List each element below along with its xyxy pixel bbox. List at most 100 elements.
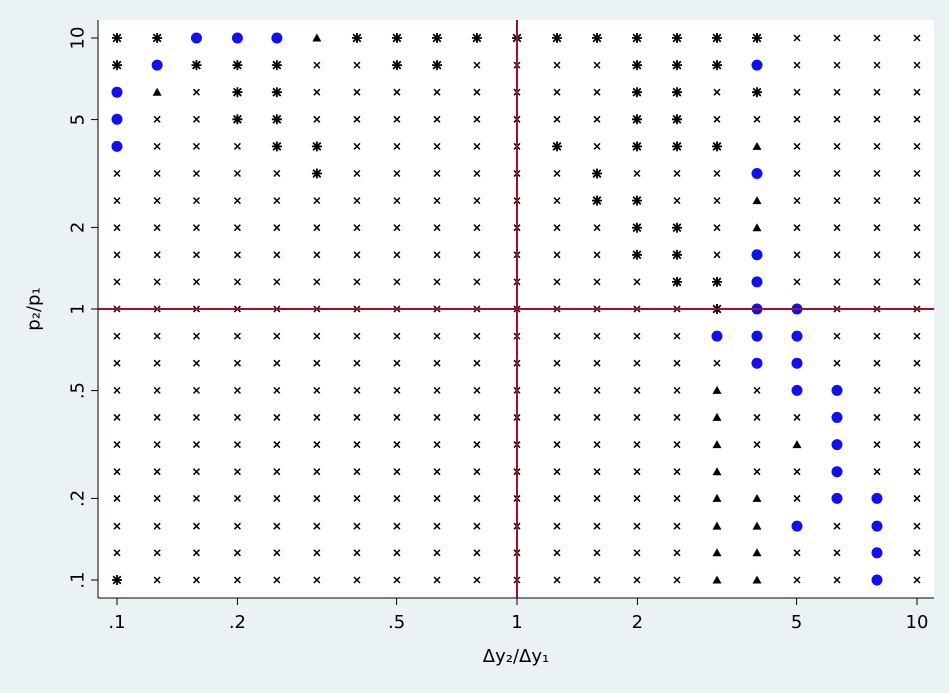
- data-point-x: [553, 224, 561, 232]
- data-point-x: [873, 197, 881, 205]
- data-point-x: [393, 494, 401, 502]
- data-point-x: [192, 413, 200, 421]
- data-point-x: [433, 413, 441, 421]
- data-point-x: [593, 278, 601, 286]
- data-point-x: [153, 332, 161, 340]
- data-point-x: [233, 549, 241, 557]
- data-point-x: [192, 549, 200, 557]
- x-axis-title: Δy₂/Δy₁: [483, 646, 549, 667]
- data-point-x: [553, 197, 561, 205]
- data-point-x: [593, 441, 601, 449]
- data-point-plus: [592, 33, 603, 43]
- data-point-x: [833, 115, 841, 123]
- data-point-x: [233, 251, 241, 259]
- y-tick-label: 1: [68, 303, 89, 314]
- data-point-circle: [751, 168, 763, 180]
- data-point-x: [113, 468, 121, 476]
- data-point-x: [393, 88, 401, 96]
- data-point-x: [473, 441, 481, 449]
- data-point-x: [593, 359, 601, 367]
- data-point-x: [192, 251, 200, 259]
- data-point-triangle: [712, 493, 722, 502]
- data-point-x: [793, 34, 801, 42]
- data-point-x: [913, 549, 921, 557]
- data-point-x: [153, 576, 161, 584]
- data-point-x: [233, 468, 241, 476]
- data-point-x: [192, 224, 200, 232]
- data-point-x: [833, 169, 841, 178]
- x-tick-label: .1: [108, 612, 125, 633]
- data-point-x: [593, 494, 601, 502]
- data-point-x: [673, 576, 681, 584]
- data-point-x: [353, 61, 361, 69]
- data-point-x: [833, 576, 841, 584]
- data-point-x: [353, 88, 361, 96]
- data-point-x: [192, 359, 200, 367]
- axes: .1 .2 .5 1 2 5 10 .1 .2 .5 1 2 5 10: [68, 20, 934, 633]
- data-point-x: [233, 494, 241, 502]
- data-point-x: [833, 224, 841, 232]
- data-point-x: [553, 386, 561, 394]
- data-point-x: [313, 278, 321, 286]
- data-point-circle: [791, 357, 803, 369]
- data-point-plus: [631, 222, 642, 233]
- data-point-x: [153, 522, 161, 530]
- data-point-circle: [871, 520, 883, 532]
- data-point-x: [793, 88, 801, 96]
- data-point-x: [313, 88, 321, 96]
- data-point-x: [153, 468, 161, 476]
- data-point-x: [673, 359, 681, 367]
- data-point-circle: [151, 59, 163, 71]
- data-point-x: [273, 224, 281, 232]
- data-point-x: [793, 142, 801, 150]
- data-point-x: [873, 169, 881, 178]
- data-point-x: [633, 522, 641, 530]
- data-point-x: [433, 115, 441, 123]
- data-point-x: [273, 549, 281, 557]
- data-point-x: [273, 278, 281, 286]
- data-point-plus: [391, 60, 402, 71]
- data-point-triangle: [752, 521, 762, 530]
- data-point-x: [833, 549, 841, 557]
- data-point-circle: [751, 249, 763, 261]
- data-point-x: [353, 441, 361, 449]
- data-point-plus: [631, 249, 642, 260]
- data-point-triangle: [712, 412, 722, 421]
- data-point-x: [913, 142, 921, 150]
- y-tick-label: .1: [68, 571, 89, 588]
- data-point-x: [753, 441, 761, 449]
- data-point-x: [353, 224, 361, 232]
- data-point-x: [313, 197, 321, 205]
- data-point-x: [873, 224, 881, 232]
- data-point-x: [393, 197, 401, 205]
- data-point-x: [793, 224, 801, 232]
- data-point-x: [433, 169, 441, 178]
- data-point-plus: [631, 87, 642, 98]
- data-point-plus: [672, 276, 683, 287]
- data-point-x: [713, 359, 721, 367]
- data-point-plus: [552, 141, 563, 152]
- data-point-x: [313, 332, 321, 340]
- data-point-circle: [831, 439, 843, 451]
- data-point-x: [113, 413, 121, 421]
- data-point-x: [473, 359, 481, 367]
- data-point-x: [313, 413, 321, 421]
- data-point-x: [473, 332, 481, 340]
- data-point-x: [913, 494, 921, 502]
- data-point-x: [633, 441, 641, 449]
- data-point-triangle: [712, 548, 722, 557]
- data-point-x: [233, 522, 241, 530]
- data-point-circle: [871, 492, 883, 504]
- data-point-x: [233, 413, 241, 421]
- data-point-x: [233, 359, 241, 367]
- data-point-x: [873, 278, 881, 286]
- x-tick-label: .2: [229, 612, 246, 633]
- data-point-plus: [711, 33, 722, 43]
- data-point-x: [633, 494, 641, 502]
- data-point-x: [873, 61, 881, 69]
- data-point-circle: [791, 520, 803, 532]
- data-point-x: [353, 251, 361, 259]
- data-point-plus: [311, 141, 322, 152]
- data-point-triangle: [752, 575, 762, 584]
- data-point-x: [353, 549, 361, 557]
